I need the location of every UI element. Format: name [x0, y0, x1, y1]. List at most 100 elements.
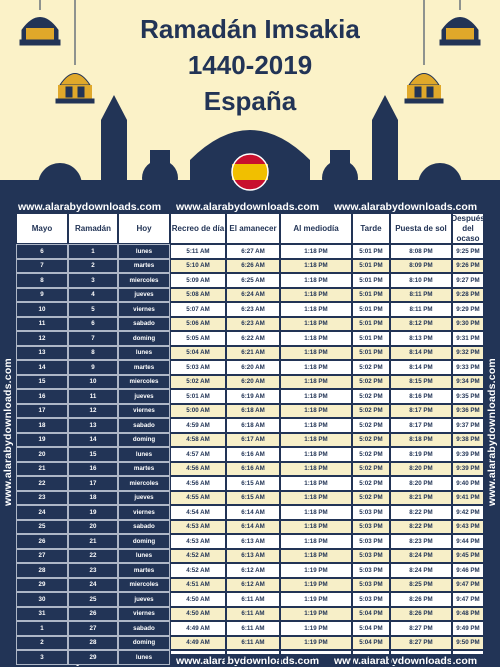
table-cell: 9:26 PM [452, 258, 484, 273]
table-cell: 6:17 AM [226, 432, 280, 447]
table-cell: 5:02 AM [170, 374, 226, 389]
table-cell: 23 [68, 563, 118, 578]
table-cell: 5:01 PM [352, 273, 390, 288]
table-cell: 1:19 PM [280, 635, 352, 650]
table-cell: 9:39 PM [452, 447, 484, 462]
table-cell: 1:19 PM [280, 621, 352, 636]
table-cell: 9:42 PM [452, 505, 484, 520]
table-cell: 9:50 PM [452, 635, 484, 650]
table-cell: 5:03 PM [352, 563, 390, 578]
table-cell: 2 [68, 258, 118, 273]
table-cell: 6:22 AM [226, 331, 280, 346]
table-cell: 4:55 AM [170, 490, 226, 505]
table-cell: doming [118, 635, 170, 650]
table-cell: 3 [16, 650, 68, 665]
table-cell: sabado [118, 316, 170, 331]
table-cell: 9:25 PM [452, 244, 484, 259]
watermark-top-right: www.alarabydownloads.com [334, 201, 478, 213]
table-row: 3 29 lunes 4:49 AM 6:10 AM 1:19 PM 5:04 PM 8:28… [16, 650, 484, 665]
table-cell: 8:22 PM [390, 505, 452, 520]
table-cell: 4:59 AM [170, 418, 226, 433]
table-cell: 22 [16, 476, 68, 491]
table-cell: 30 [16, 592, 68, 607]
table-cell: sabado [118, 621, 170, 636]
table-cell: 8:10 PM [390, 273, 452, 288]
table-cell: 3 [68, 273, 118, 288]
table-cell: lunes [118, 548, 170, 563]
table-cell: 25 [68, 592, 118, 607]
table-cell: miercoles [118, 273, 170, 288]
column-header: Al mediodía [280, 213, 352, 244]
table-cell: 6:24 AM [226, 287, 280, 302]
table-cell: 8:16 PM [390, 389, 452, 404]
watermark-side-right: www.alarabydownloads.com [486, 358, 498, 506]
table-cell: 27 [16, 548, 68, 563]
table-cell: 4:49 AM [170, 635, 226, 650]
table-cell: 5:10 AM [170, 258, 226, 273]
title-line-3: España [203, 86, 297, 116]
imsakia-table: Mayo Ramadán Hoy Recreo de día El amanecer Al… [16, 213, 485, 665]
table-cell: 6 [16, 244, 68, 259]
table-cell: 6:11 AM [226, 592, 280, 607]
table-cell: 8:22 PM [390, 519, 452, 534]
column-header: El amanecer [226, 213, 280, 244]
table-cell: 1:18 PM [280, 316, 352, 331]
table-cell: 31 [16, 606, 68, 621]
table-cell: 1:18 PM [280, 403, 352, 418]
table-cell: 14 [16, 360, 68, 375]
table-cell: 9:33 PM [452, 360, 484, 375]
table-row: 17 12 viernes 5:00 AM 6:18 AM 1:18 PM 5:02 PM 8… [16, 403, 484, 418]
table-cell: 17 [68, 476, 118, 491]
table-row: 19 14 doming 4:58 AM 6:17 AM 1:18 PM 5:02 PM 8:… [16, 432, 484, 447]
table-cell: 6:14 AM [226, 519, 280, 534]
table-cell: 5:02 PM [352, 490, 390, 505]
table-body: 6 1 lunes 5:11 AM 6:27 AM 1:18 PM 5:01 PM 8:08 … [16, 244, 484, 665]
table-cell: 18 [16, 418, 68, 433]
table-cell: 1:19 PM [280, 577, 352, 592]
table-cell: 5:01 PM [352, 302, 390, 317]
table-cell: 1:18 PM [280, 505, 352, 520]
table-cell: 8:23 PM [390, 534, 452, 549]
table-cell: 22 [68, 548, 118, 563]
table-cell: doming [118, 331, 170, 346]
table-cell: 8:11 PM [390, 287, 452, 302]
table-cell: 8:27 PM [390, 621, 452, 636]
table-cell: 5 [68, 302, 118, 317]
table-cell: 9:35 PM [452, 389, 484, 404]
table-cell: 5:04 AM [170, 345, 226, 360]
table-cell: 9:49 PM [452, 621, 484, 636]
table-row: 8 3 miercoles 5:09 AM 6:25 AM 1:18 PM 5:01 PM 8… [16, 273, 484, 288]
table-cell: martes [118, 360, 170, 375]
table-cell: 5:03 PM [352, 534, 390, 549]
table-cell: 1 [16, 621, 68, 636]
table-cell: 1:18 PM [280, 432, 352, 447]
table-cell: 4:57 AM [170, 447, 226, 462]
table-cell: 26 [16, 534, 68, 549]
table-cell: 1:18 PM [280, 345, 352, 360]
table-cell: 5:01 PM [352, 258, 390, 273]
table-cell: 8:26 PM [390, 592, 452, 607]
table-cell: miercoles [118, 577, 170, 592]
table-cell: 6:26 AM [226, 258, 280, 273]
table-cell: 4:58 AM [170, 432, 226, 447]
table-cell: 11 [16, 316, 68, 331]
table-cell: viernes [118, 403, 170, 418]
table-cell: 5:02 PM [352, 476, 390, 491]
column-header: Después del ocaso [451, 213, 485, 244]
table-cell: 6:12 AM [226, 563, 280, 578]
table-cell: 5:04 PM [352, 635, 390, 650]
table-cell: 8:14 PM [390, 345, 452, 360]
table-cell: 5:03 PM [352, 592, 390, 607]
table-cell: 14 [68, 432, 118, 447]
table-cell: miercoles [118, 476, 170, 491]
table-cell: martes [118, 461, 170, 476]
table-cell: 4:49 AM [170, 621, 226, 636]
table-cell: 23 [16, 490, 68, 505]
table-cell: 5:09 AM [170, 273, 226, 288]
table-cell: 8:08 PM [390, 244, 452, 259]
table-cell: 28 [68, 635, 118, 650]
table-cell: 6:14 AM [226, 505, 280, 520]
table-cell: 9:32 PM [452, 345, 484, 360]
table-cell: 6:18 AM [226, 403, 280, 418]
table-cell: 4:51 AM [170, 577, 226, 592]
